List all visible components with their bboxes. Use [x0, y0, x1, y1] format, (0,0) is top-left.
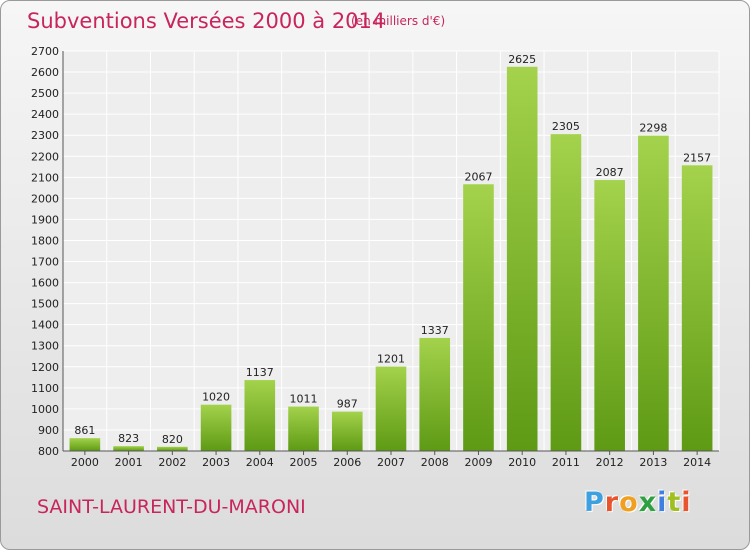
- bar-value-label: 823: [118, 432, 139, 445]
- y-tick-label: 2500: [31, 87, 59, 100]
- x-tick-label: 2010: [508, 456, 536, 469]
- bar[interactable]: [375, 366, 407, 451]
- bar-value-label: 2305: [552, 120, 580, 133]
- y-tick-label: 1600: [31, 277, 59, 290]
- y-tick-label: 2700: [31, 45, 59, 58]
- bar-value-label: 1201: [377, 353, 405, 366]
- y-tick-label: 2000: [31, 192, 59, 205]
- logo-letter: o: [619, 487, 639, 518]
- logo-letter: r: [604, 487, 620, 518]
- bar[interactable]: [244, 380, 276, 451]
- bar[interactable]: [550, 134, 582, 451]
- labels: 800 900 1000 1100 1200 1300 1400 1500 1600 1700 18…: [31, 45, 711, 469]
- y-tick-label: 1700: [31, 256, 59, 269]
- y-tick-label: 2300: [31, 129, 59, 142]
- bar[interactable]: [69, 438, 101, 451]
- bar[interactable]: [506, 66, 538, 451]
- y-tick-label: 2200: [31, 150, 59, 163]
- axes: [62, 51, 719, 455]
- bar[interactable]: [419, 337, 451, 451]
- x-tick-label: 2004: [246, 456, 274, 469]
- bar-value-label: 861: [74, 424, 95, 437]
- y-tick-label: 1100: [31, 382, 59, 395]
- x-tick-label: 2001: [115, 456, 143, 469]
- x-tick-label: 2012: [596, 456, 624, 469]
- bar[interactable]: [288, 406, 319, 451]
- y-tick-label: 2600: [31, 66, 59, 79]
- bar-value-label: 2087: [596, 166, 624, 179]
- bar-value-label: 1020: [202, 391, 230, 404]
- bar[interactable]: [638, 135, 669, 451]
- y-tick-label: 900: [38, 424, 59, 437]
- bar[interactable]: [200, 404, 232, 451]
- y-tick-label: 1000: [31, 403, 59, 416]
- y-tick-label: 1400: [31, 319, 59, 332]
- x-tick-label: 2000: [71, 456, 99, 469]
- x-tick-label: 2013: [639, 456, 667, 469]
- bar[interactable]: [157, 446, 188, 451]
- bar-value-label: 2067: [464, 170, 492, 183]
- bar-value-label: 2625: [508, 53, 536, 66]
- logo-letter: t: [667, 487, 682, 518]
- y-tick-label: 2400: [31, 108, 59, 121]
- town-name: SAINT-LAURENT-DU-MARONI: [37, 496, 306, 518]
- bar[interactable]: [463, 184, 494, 451]
- x-tick-label: 2008: [421, 456, 449, 469]
- bar-value-label: 2157: [683, 151, 711, 164]
- y-tick-label: 1200: [31, 361, 59, 374]
- bar-value-label: 820: [162, 433, 183, 446]
- bar-value-label: 1137: [246, 366, 274, 379]
- logo-letter: x: [638, 487, 658, 518]
- bar-value-label: 1011: [290, 393, 318, 406]
- logo-letter: i: [657, 487, 668, 518]
- bars: [69, 66, 713, 452]
- y-tick-label: 800: [38, 445, 59, 458]
- x-tick-label: 2003: [202, 456, 230, 469]
- x-tick-label: 2002: [158, 456, 186, 469]
- x-tick-label: 2005: [290, 456, 318, 469]
- x-tick-label: 2014: [683, 456, 711, 469]
- bar[interactable]: [331, 411, 363, 451]
- logo-letter: P: [584, 487, 605, 518]
- bar-value-label: 987: [337, 398, 358, 411]
- y-tick-label: 1900: [31, 213, 59, 226]
- chart-subtitle: (en milliers d'€): [351, 14, 446, 28]
- x-tick-label: 2007: [377, 456, 405, 469]
- y-tick-label: 2100: [31, 171, 59, 184]
- x-tick-label: 2011: [552, 456, 580, 469]
- y-tick-label: 1300: [31, 340, 59, 353]
- y-tick-label: 1500: [31, 298, 59, 311]
- proxiti-logo[interactable]: Proxiti: [584, 487, 692, 518]
- bar-value-label: 1337: [421, 324, 449, 337]
- bar-value-label: 2298: [639, 122, 667, 135]
- y-tick-label: 1800: [31, 234, 59, 247]
- x-tick-label: 2009: [464, 456, 492, 469]
- bar[interactable]: [113, 446, 144, 451]
- chart-title: Subventions Versées 2000 à 2014: [27, 9, 386, 33]
- bar[interactable]: [681, 165, 713, 451]
- logo-letter: i: [681, 487, 692, 518]
- bar[interactable]: [594, 180, 625, 452]
- x-tick-label: 2006: [333, 456, 361, 469]
